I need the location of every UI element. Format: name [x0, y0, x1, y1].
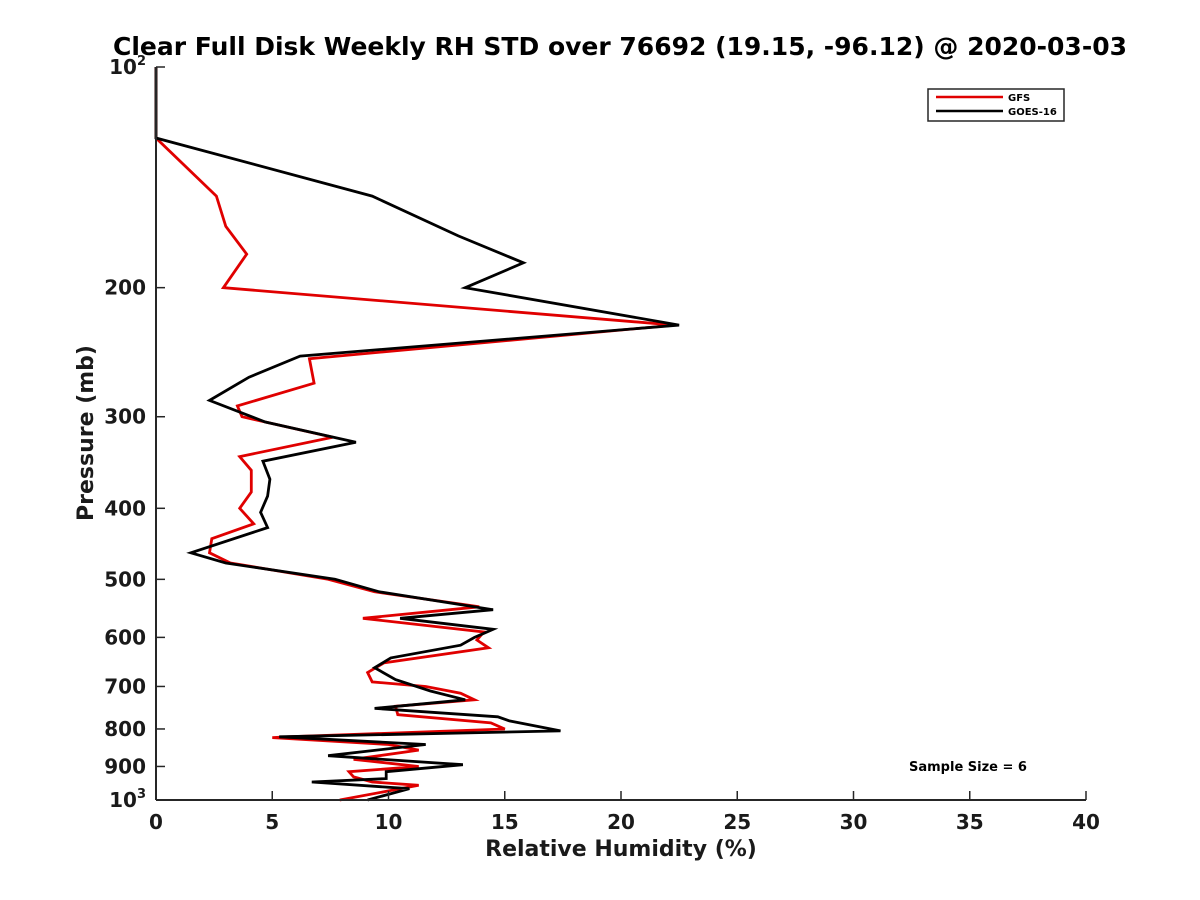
x-axis-label: Relative Humidity (%): [485, 837, 757, 862]
x-ticks: 0 5 10 15 20 25 30 35 40: [149, 791, 1100, 834]
y-tick-label: 500: [104, 567, 146, 591]
y-tick-label: 800: [104, 717, 146, 741]
y-tick-label: 600: [104, 625, 146, 649]
y-tick-label: 200: [104, 276, 146, 300]
x-tick-label: 25: [723, 810, 751, 834]
legend-label-gfs: GFS: [1008, 93, 1030, 104]
series-layer: [154, 67, 680, 802]
x-tick-label: 35: [956, 810, 984, 834]
legend: GFS GOES-16: [927, 88, 1065, 122]
series-line-gfs: [154, 67, 675, 802]
x-tick-label: 30: [840, 810, 868, 834]
y-tick-label: 103: [109, 787, 146, 812]
x-tick-label: 15: [491, 810, 519, 834]
legend-box: [927, 88, 1065, 122]
x-tick-label: 5: [265, 810, 279, 834]
x-tick-label: 40: [1072, 810, 1100, 834]
y-tick-label: 400: [104, 496, 146, 520]
x-tick-label: 20: [607, 810, 635, 834]
y-ticks: 102 200 300 400 500 600 700 800 900 103: [104, 54, 165, 812]
y-tick-label: 900: [104, 754, 146, 778]
legend-label-goes16: GOES-16: [1008, 107, 1057, 118]
y-tick-label: 300: [104, 405, 146, 429]
series-line-goes16: [154, 67, 680, 802]
y-tick-label: 102: [109, 54, 146, 79]
x-tick-label: 10: [375, 810, 403, 834]
sample-size-annotation: Sample Size = 6: [909, 760, 1027, 775]
x-tick-label: 0: [149, 810, 163, 834]
chart-title: Clear Full Disk Weekly RH STD over 76692…: [113, 32, 1127, 61]
y-tick-label: 700: [104, 674, 146, 698]
y-axis-label: Pressure (mb): [74, 345, 99, 521]
